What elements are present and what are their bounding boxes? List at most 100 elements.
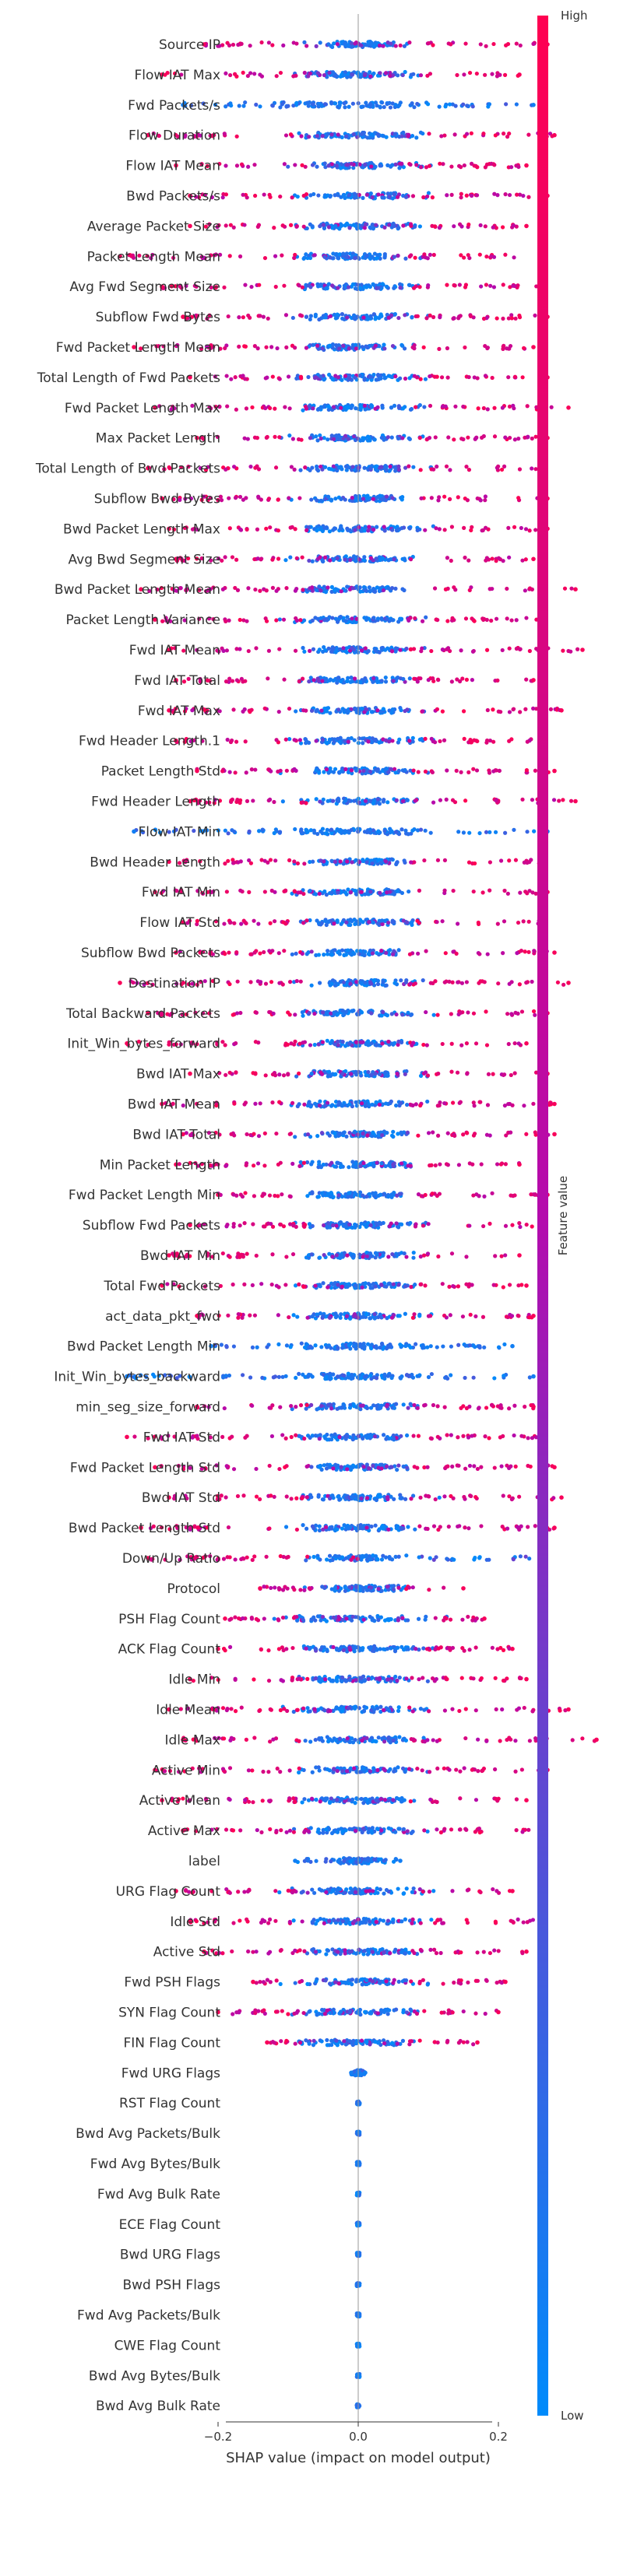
- shap-point: [118, 254, 122, 259]
- shap-point: [454, 951, 459, 956]
- shap-point: [424, 1043, 429, 1048]
- shap-point: [227, 254, 232, 258]
- shap-point: [263, 981, 269, 986]
- shap-point: [397, 737, 402, 742]
- shap-point: [346, 528, 350, 532]
- shap-point: [270, 557, 275, 562]
- shap-point: [288, 132, 294, 137]
- shap-point: [294, 376, 299, 381]
- shap-point: [523, 557, 528, 562]
- shap-point: [301, 588, 305, 592]
- shap-point: [353, 375, 357, 380]
- shap-point: [262, 949, 266, 955]
- shap-point: [435, 1013, 440, 1017]
- shap-point: [474, 768, 480, 773]
- shap-point: [335, 556, 340, 560]
- shap-point: [229, 1132, 234, 1136]
- shap-point: [347, 226, 352, 230]
- shap-point: [367, 525, 371, 529]
- shap-point: [277, 830, 283, 834]
- shap-point: [421, 709, 425, 714]
- shap-point: [303, 465, 308, 470]
- shap-point: [517, 313, 522, 318]
- shap-point: [333, 1042, 337, 1047]
- shap-point: [350, 645, 354, 651]
- shap-point: [380, 405, 385, 410]
- shap-point: [213, 252, 218, 257]
- shap-point: [290, 195, 294, 200]
- shap-point: [230, 679, 235, 683]
- shap-point: [217, 161, 222, 167]
- shap-point: [378, 890, 382, 895]
- shap-point: [495, 678, 500, 683]
- shap-point: [181, 103, 185, 107]
- shap-point: [366, 649, 371, 654]
- shap-point: [399, 978, 403, 983]
- shap-point: [377, 1072, 382, 1076]
- shap-point: [348, 557, 353, 563]
- shap-point: [302, 70, 307, 75]
- shap-point: [332, 1010, 336, 1015]
- shap-point: [439, 375, 445, 380]
- shap-point: [423, 828, 428, 833]
- shap-point: [503, 192, 508, 197]
- shap-point: [253, 587, 258, 592]
- shap-point: [513, 316, 518, 321]
- shap-point: [454, 768, 459, 773]
- shap-point: [319, 374, 323, 379]
- shap-point: [422, 858, 427, 863]
- shap-point: [200, 192, 205, 197]
- shap-point: [244, 921, 248, 926]
- shap-point: [317, 1103, 322, 1108]
- shap-point: [383, 648, 388, 652]
- shap-point: [348, 890, 354, 895]
- shap-point: [362, 226, 367, 230]
- shap-point: [385, 617, 389, 622]
- shap-point: [459, 191, 463, 196]
- shap-point: [509, 1130, 513, 1135]
- shap-point: [470, 525, 474, 529]
- shap-point: [227, 1070, 232, 1075]
- shap-point: [388, 41, 393, 46]
- shap-point: [322, 72, 326, 78]
- shap-point: [327, 70, 332, 75]
- shap-point: [322, 254, 327, 259]
- shap-point: [485, 952, 490, 956]
- shap-point: [301, 1041, 305, 1045]
- shap-point: [355, 436, 360, 440]
- shap-point: [306, 104, 311, 108]
- shap-point: [506, 375, 511, 380]
- shap-point: [377, 1102, 382, 1107]
- shap-point: [223, 862, 227, 866]
- shap-point: [328, 193, 333, 198]
- shap-point: [301, 1013, 305, 1018]
- shap-point: [270, 1100, 275, 1105]
- shap-point: [312, 1042, 317, 1048]
- shap-point: [378, 163, 382, 168]
- shap-point: [388, 105, 393, 110]
- shap-point: [258, 104, 262, 109]
- shap-point: [527, 648, 532, 654]
- shap-point: [505, 135, 510, 139]
- shap-point: [573, 798, 578, 804]
- shap-point: [414, 135, 419, 140]
- shap-point: [287, 706, 292, 711]
- shap-point: [487, 860, 492, 865]
- shap-point: [419, 649, 424, 654]
- shap-point: [531, 1101, 536, 1106]
- shap-point: [414, 375, 420, 380]
- shap-point: [497, 768, 502, 774]
- shap-point: [311, 406, 315, 411]
- shap-point: [368, 374, 373, 379]
- shap-point: [188, 193, 192, 198]
- shap-point: [352, 738, 357, 742]
- shap-point: [342, 1012, 347, 1017]
- shap-point: [383, 463, 388, 469]
- shap-point: [516, 164, 521, 170]
- shap-point: [418, 130, 424, 135]
- shap-point: [319, 1070, 323, 1075]
- shap-point: [262, 192, 266, 197]
- shap-point: [293, 1013, 297, 1017]
- shap-point: [315, 831, 320, 837]
- shap-point: [315, 528, 319, 533]
